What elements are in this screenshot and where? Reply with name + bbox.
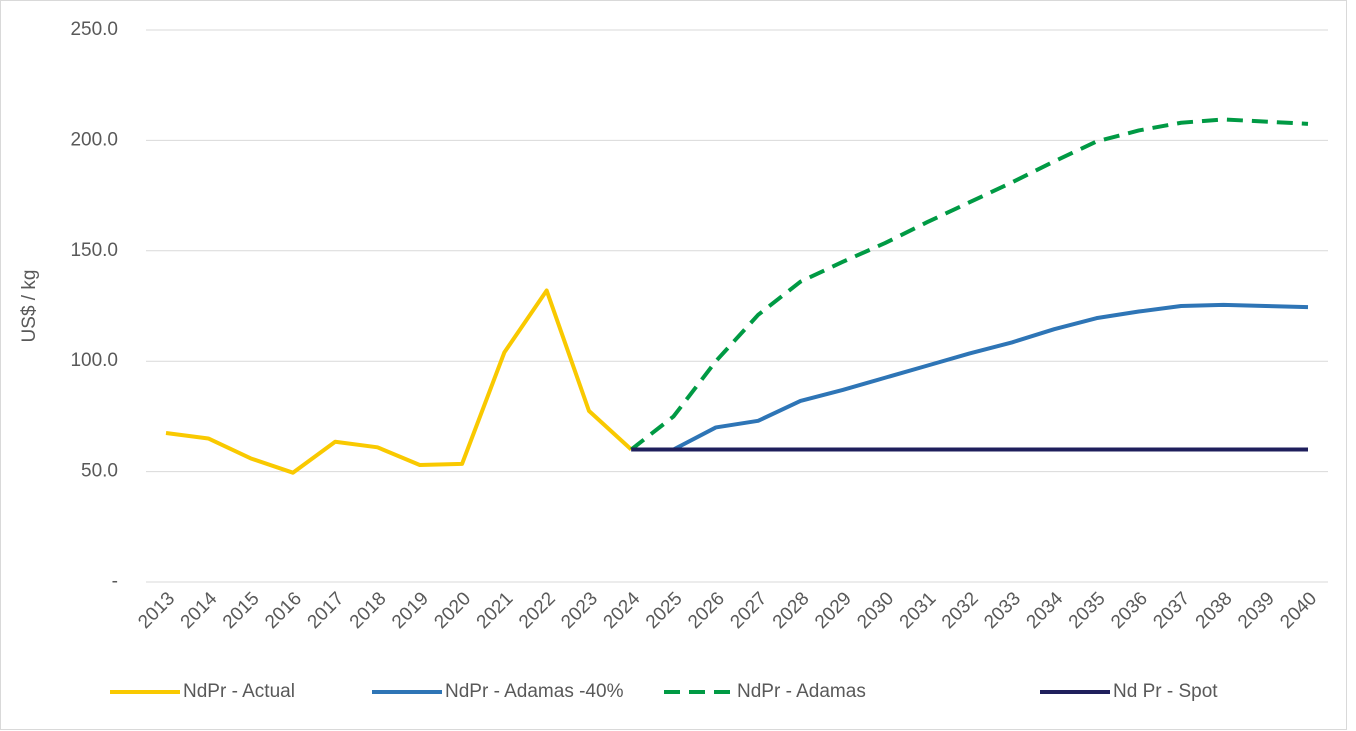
legend-label: NdPr - Adamas <box>737 681 866 702</box>
legend-label: NdPr - Actual <box>183 681 295 702</box>
y-tick-label: 200.0 <box>70 129 118 150</box>
legend-label: NdPr - Adamas -40% <box>445 681 624 702</box>
series-line <box>630 117 1309 452</box>
y-tick-label: - <box>112 571 118 592</box>
y-tick-label: 50.0 <box>81 461 118 482</box>
y-tick-label: 150.0 <box>70 240 118 261</box>
series-line <box>631 302 1309 452</box>
legend-label: Nd Pr - Spot <box>1113 681 1218 702</box>
y-tick-label: 250.0 <box>70 19 118 40</box>
y-axis-label: US$ / kg <box>19 270 40 343</box>
y-tick-label: 100.0 <box>70 350 118 371</box>
series-line <box>165 288 633 475</box>
